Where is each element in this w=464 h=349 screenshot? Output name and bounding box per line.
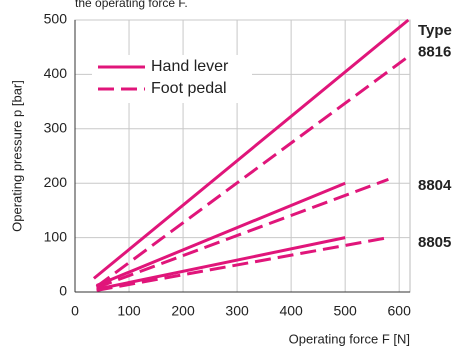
legend-label: Foot pedal xyxy=(151,80,227,97)
legend-box xyxy=(92,55,252,103)
series-line xyxy=(96,236,389,292)
x-axis-label: Operating force F [N] xyxy=(289,331,410,346)
annotation: 8804 xyxy=(418,177,452,194)
y-tick-label: 400 xyxy=(44,65,68,81)
y-tick-label: 200 xyxy=(44,174,68,190)
x-tick-label: 400 xyxy=(279,303,303,319)
x-tick-label: 500 xyxy=(333,303,357,319)
series-line xyxy=(96,181,346,287)
annotation: 8805 xyxy=(418,234,451,251)
y-tick-label: 500 xyxy=(44,11,68,27)
legend-label: Hand lever xyxy=(151,58,229,75)
x-tick-label: 100 xyxy=(117,303,141,319)
series-line xyxy=(96,236,346,291)
y-tick-label: 300 xyxy=(44,120,68,136)
y-tick-label: 100 xyxy=(44,228,68,244)
y-tick-label: 0 xyxy=(59,283,67,299)
series-line xyxy=(96,177,389,290)
x-tick-label: 0 xyxy=(71,303,79,319)
x-tick-label: 200 xyxy=(171,303,195,319)
series-line xyxy=(95,54,411,288)
annotation: 8816 xyxy=(418,44,451,61)
x-tick-label: 300 xyxy=(225,303,249,319)
annotation: Type xyxy=(418,22,452,39)
x-tick-label: 600 xyxy=(388,303,412,319)
y-axis-label: Operating pressure p [bar] xyxy=(9,80,24,232)
series-line xyxy=(92,18,410,280)
subtitle: the operating force F. xyxy=(75,0,188,10)
